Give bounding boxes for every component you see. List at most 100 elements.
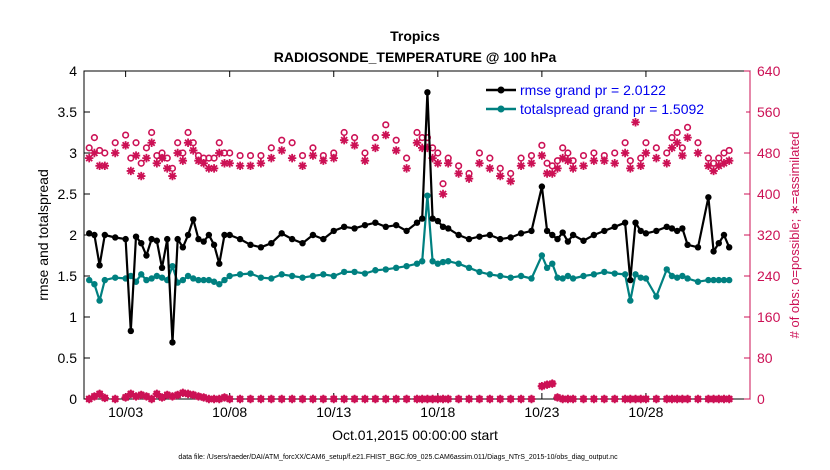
obs-assimilated-marker <box>620 148 630 158</box>
x-tick-label: 10/08 <box>212 404 247 420</box>
rmse-point <box>590 231 598 239</box>
obs-assimilated-marker <box>719 159 729 168</box>
y-tick-label: 2.5 <box>58 186 78 202</box>
obs-possible-marker <box>496 164 504 172</box>
x-tick-label: 10/13 <box>316 404 351 420</box>
obs-low-assimilated-marker <box>100 393 110 403</box>
obs-possible-marker <box>210 154 218 162</box>
obs-assimilated-marker <box>256 159 266 168</box>
totalspread-point <box>138 271 145 278</box>
obs-possible-marker <box>715 154 723 162</box>
obs-low-assimilated-marker <box>610 394 619 404</box>
rmse-point <box>549 231 556 239</box>
obs-low-assimilated-marker <box>724 394 734 404</box>
y-tick-label: 2 <box>69 227 77 243</box>
rmse-point <box>517 230 525 237</box>
y-tick-label-right: 560 <box>757 104 781 120</box>
rmse-point <box>642 230 650 237</box>
obs-possible-marker <box>538 141 546 149</box>
totalspread-point <box>580 272 587 280</box>
obs-low-assimilated-marker <box>157 393 167 402</box>
obs-possible-marker <box>101 149 109 157</box>
obs-assimilated-marker <box>173 148 182 158</box>
rmse-point <box>429 215 436 222</box>
y-tick-label-right: 400 <box>757 186 781 202</box>
rmse-point <box>559 229 566 236</box>
rmse-point <box>580 237 587 244</box>
obs-possible-marker <box>439 180 447 188</box>
totalspread-point <box>720 276 728 284</box>
obs-possible-marker <box>163 154 171 162</box>
obs-assimilated-marker <box>714 161 723 171</box>
obs-low-assimilated-marker <box>277 394 286 404</box>
x-tick-label: 10/18 <box>420 404 455 420</box>
obs-possible-marker <box>652 144 660 152</box>
legend-label-rmse: rmse grand pr = 2.0122 <box>520 82 666 98</box>
totalspread-point <box>153 272 161 280</box>
totalspread-point <box>179 276 187 284</box>
obs-possible-marker <box>90 134 99 142</box>
obs-assimilated-marker <box>85 153 94 163</box>
totalspread-point <box>445 258 452 265</box>
obs-possible-marker <box>142 144 151 152</box>
rmse-point <box>653 227 660 235</box>
obs-possible-marker <box>371 134 379 142</box>
rmse-point <box>538 183 546 190</box>
totalspread-point <box>642 275 650 282</box>
obs-assimilated-marker <box>678 151 687 160</box>
x-axis-ticks: 10/03 10/08 10/13 10/18 10/23 10/28 <box>108 71 664 420</box>
rmse-point <box>138 240 145 247</box>
rmse-point <box>184 231 192 239</box>
totalspread-point <box>679 272 686 280</box>
obs-low-assimilated-marker <box>412 394 422 404</box>
series-rmse <box>86 89 733 346</box>
rmse-point <box>668 225 676 232</box>
obs-low-assimilated-marker <box>423 394 432 404</box>
y-tick-label: 3.5 <box>58 104 78 120</box>
y-axis-ticks: 0 0.5 1 1.5 2 2.5 3 3.5 4 <box>58 63 90 407</box>
obs-low-assimilated-marker <box>636 394 645 404</box>
obs-assimilated-marker <box>454 169 463 178</box>
totalspread-point <box>632 271 639 278</box>
obs-assimilated-marker <box>553 164 562 173</box>
obs-assimilated-marker <box>527 159 536 168</box>
obs-low-assimilated-marker <box>371 394 380 404</box>
obs-low-assimilated-marker <box>652 394 661 404</box>
totalspread-point <box>684 275 691 282</box>
obs-assimilated-marker <box>209 164 219 173</box>
obs-low-assimilated-marker <box>381 394 390 404</box>
obs-assimilated-marker <box>402 164 411 173</box>
obs-low-assimilated-marker <box>121 393 130 402</box>
chart-title: Tropics <box>390 28 440 44</box>
obs-possible-marker <box>527 151 536 160</box>
obs-assimilated-marker <box>90 148 99 158</box>
rmse-point <box>112 234 119 241</box>
obs-possible-marker <box>215 139 223 147</box>
totalspread-point <box>221 276 228 284</box>
totalspread-point <box>127 272 135 280</box>
rmse-point <box>673 227 681 235</box>
rmse-point <box>247 241 254 249</box>
totalspread-point <box>392 264 400 271</box>
obs-assimilated-marker <box>220 159 229 168</box>
obs-low-assimilated-marker <box>391 394 401 404</box>
obs-possible-marker <box>226 149 234 157</box>
obs-low-assimilated-marker <box>475 394 484 404</box>
obs-possible-marker <box>189 139 197 147</box>
obs-assimilated-marker <box>579 161 588 171</box>
obs-possible-marker <box>673 128 681 137</box>
obs-low-assimilated-marker <box>558 394 567 404</box>
rmse-point <box>486 231 494 239</box>
obs-low-assimilated-marker <box>131 392 141 401</box>
obs-assimilated-marker <box>641 148 651 158</box>
obs-assimilated-marker <box>662 159 671 168</box>
obs-low-assimilated-marker <box>85 394 94 404</box>
obs-possible-marker <box>475 149 484 157</box>
rmse-point <box>148 235 155 243</box>
totalspread-point <box>288 272 296 280</box>
obs-assimilated-marker <box>516 161 526 171</box>
rmse-point <box>309 231 317 239</box>
rmse-point <box>507 234 514 241</box>
rmse-point <box>132 233 140 240</box>
